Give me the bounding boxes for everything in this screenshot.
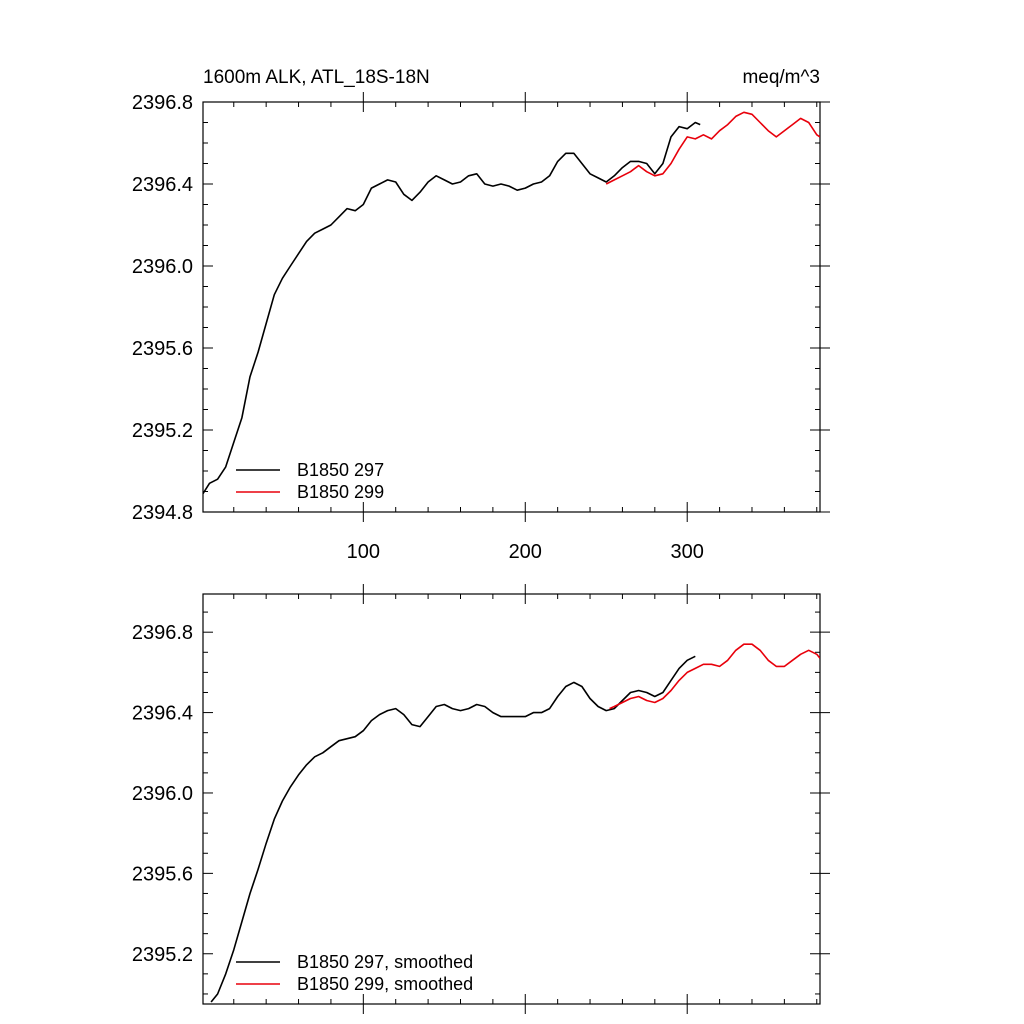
series-line-2 — [609, 643, 820, 710]
y-tick-label: 2396.0 — [132, 256, 193, 278]
plot-frame — [202, 101, 821, 513]
plot-frame — [202, 593, 821, 1005]
bottom-panel: 2395.2 2395.6 2396.0 2396.4 2396.8 B1850 297,… — [132, 584, 830, 1014]
y-tick-label: 2396.8 — [132, 92, 193, 114]
series-line-1 — [203, 121, 701, 495]
legend-label: B1850 299, smoothed — [297, 974, 473, 994]
top-panel: 100 200 300 2394.8 2395.2 2395.6 2396.0 2396.4 2… — [132, 92, 830, 563]
y-tick-label: 2395.2 — [132, 944, 193, 966]
y-tick-label: 2396.0 — [132, 783, 193, 805]
chart-title: 1600m ALK, ATL_18S-18N — [203, 67, 430, 88]
y-tick-label: 2394.8 — [132, 502, 193, 524]
legend-label: B1850 297 — [297, 460, 384, 480]
legend-label: B1850 297, smoothed — [297, 952, 473, 972]
x-tick-label: 100 — [347, 541, 380, 563]
y-tick-label: 2395.6 — [132, 863, 193, 885]
y-tick-label: 2396.4 — [132, 174, 193, 196]
series-line-2 — [605, 111, 820, 185]
y-tick-label: 2395.2 — [132, 420, 193, 442]
units-label: meq/m^3 — [742, 67, 820, 88]
y-tick-label: 2396.8 — [132, 622, 193, 644]
series-line-1 — [210, 655, 696, 1003]
y-tick-label: 2396.4 — [132, 703, 193, 725]
y-tick-label: 2395.6 — [132, 338, 193, 360]
legend-label: B1850 299 — [297, 482, 384, 502]
x-tick-label: 300 — [671, 541, 704, 563]
x-tick-label: 200 — [509, 541, 542, 563]
